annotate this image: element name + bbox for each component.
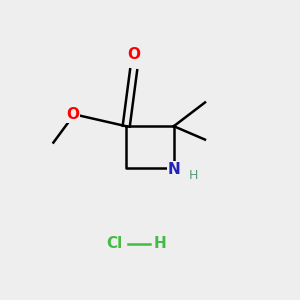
- Text: O: O: [127, 47, 140, 62]
- Text: Cl: Cl: [106, 236, 122, 251]
- Text: H: H: [154, 236, 167, 251]
- Text: N: N: [167, 162, 180, 177]
- Text: O: O: [66, 107, 79, 122]
- Text: H: H: [188, 169, 198, 182]
